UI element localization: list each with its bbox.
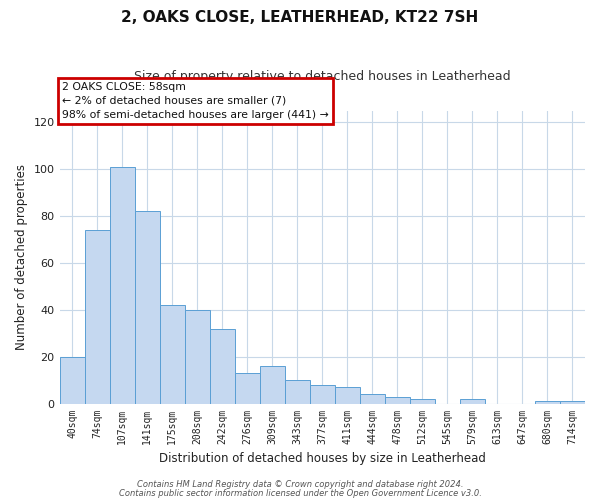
Bar (235, 373, 260, 404)
Bar (260, 366, 285, 404)
Bar (460, 399, 485, 404)
Bar (185, 310, 209, 404)
Bar (335, 387, 360, 404)
Bar (134, 212, 160, 404)
Bar (85, 230, 110, 404)
Bar (310, 385, 335, 404)
Y-axis label: Number of detached properties: Number of detached properties (15, 164, 28, 350)
Text: 2, OAKS CLOSE, LEATHERHEAD, KT22 7SH: 2, OAKS CLOSE, LEATHERHEAD, KT22 7SH (121, 10, 479, 25)
Bar (410, 399, 435, 404)
Bar (560, 401, 585, 404)
Bar (385, 396, 410, 404)
Bar (285, 380, 310, 404)
Bar (360, 394, 385, 404)
Bar (59, 356, 85, 404)
Text: Contains public sector information licensed under the Open Government Licence v3: Contains public sector information licen… (119, 488, 481, 498)
Text: Contains HM Land Registry data © Crown copyright and database right 2024.: Contains HM Land Registry data © Crown c… (137, 480, 463, 489)
Text: 2 OAKS CLOSE: 58sqm
← 2% of detached houses are smaller (7)
98% of semi-detached: 2 OAKS CLOSE: 58sqm ← 2% of detached hou… (62, 82, 329, 120)
Title: Size of property relative to detached houses in Leatherhead: Size of property relative to detached ho… (134, 70, 511, 83)
X-axis label: Distribution of detached houses by size in Leatherhead: Distribution of detached houses by size … (159, 452, 486, 465)
Bar (160, 305, 185, 404)
Bar (535, 401, 560, 404)
Bar (209, 328, 235, 404)
Bar (110, 167, 134, 404)
